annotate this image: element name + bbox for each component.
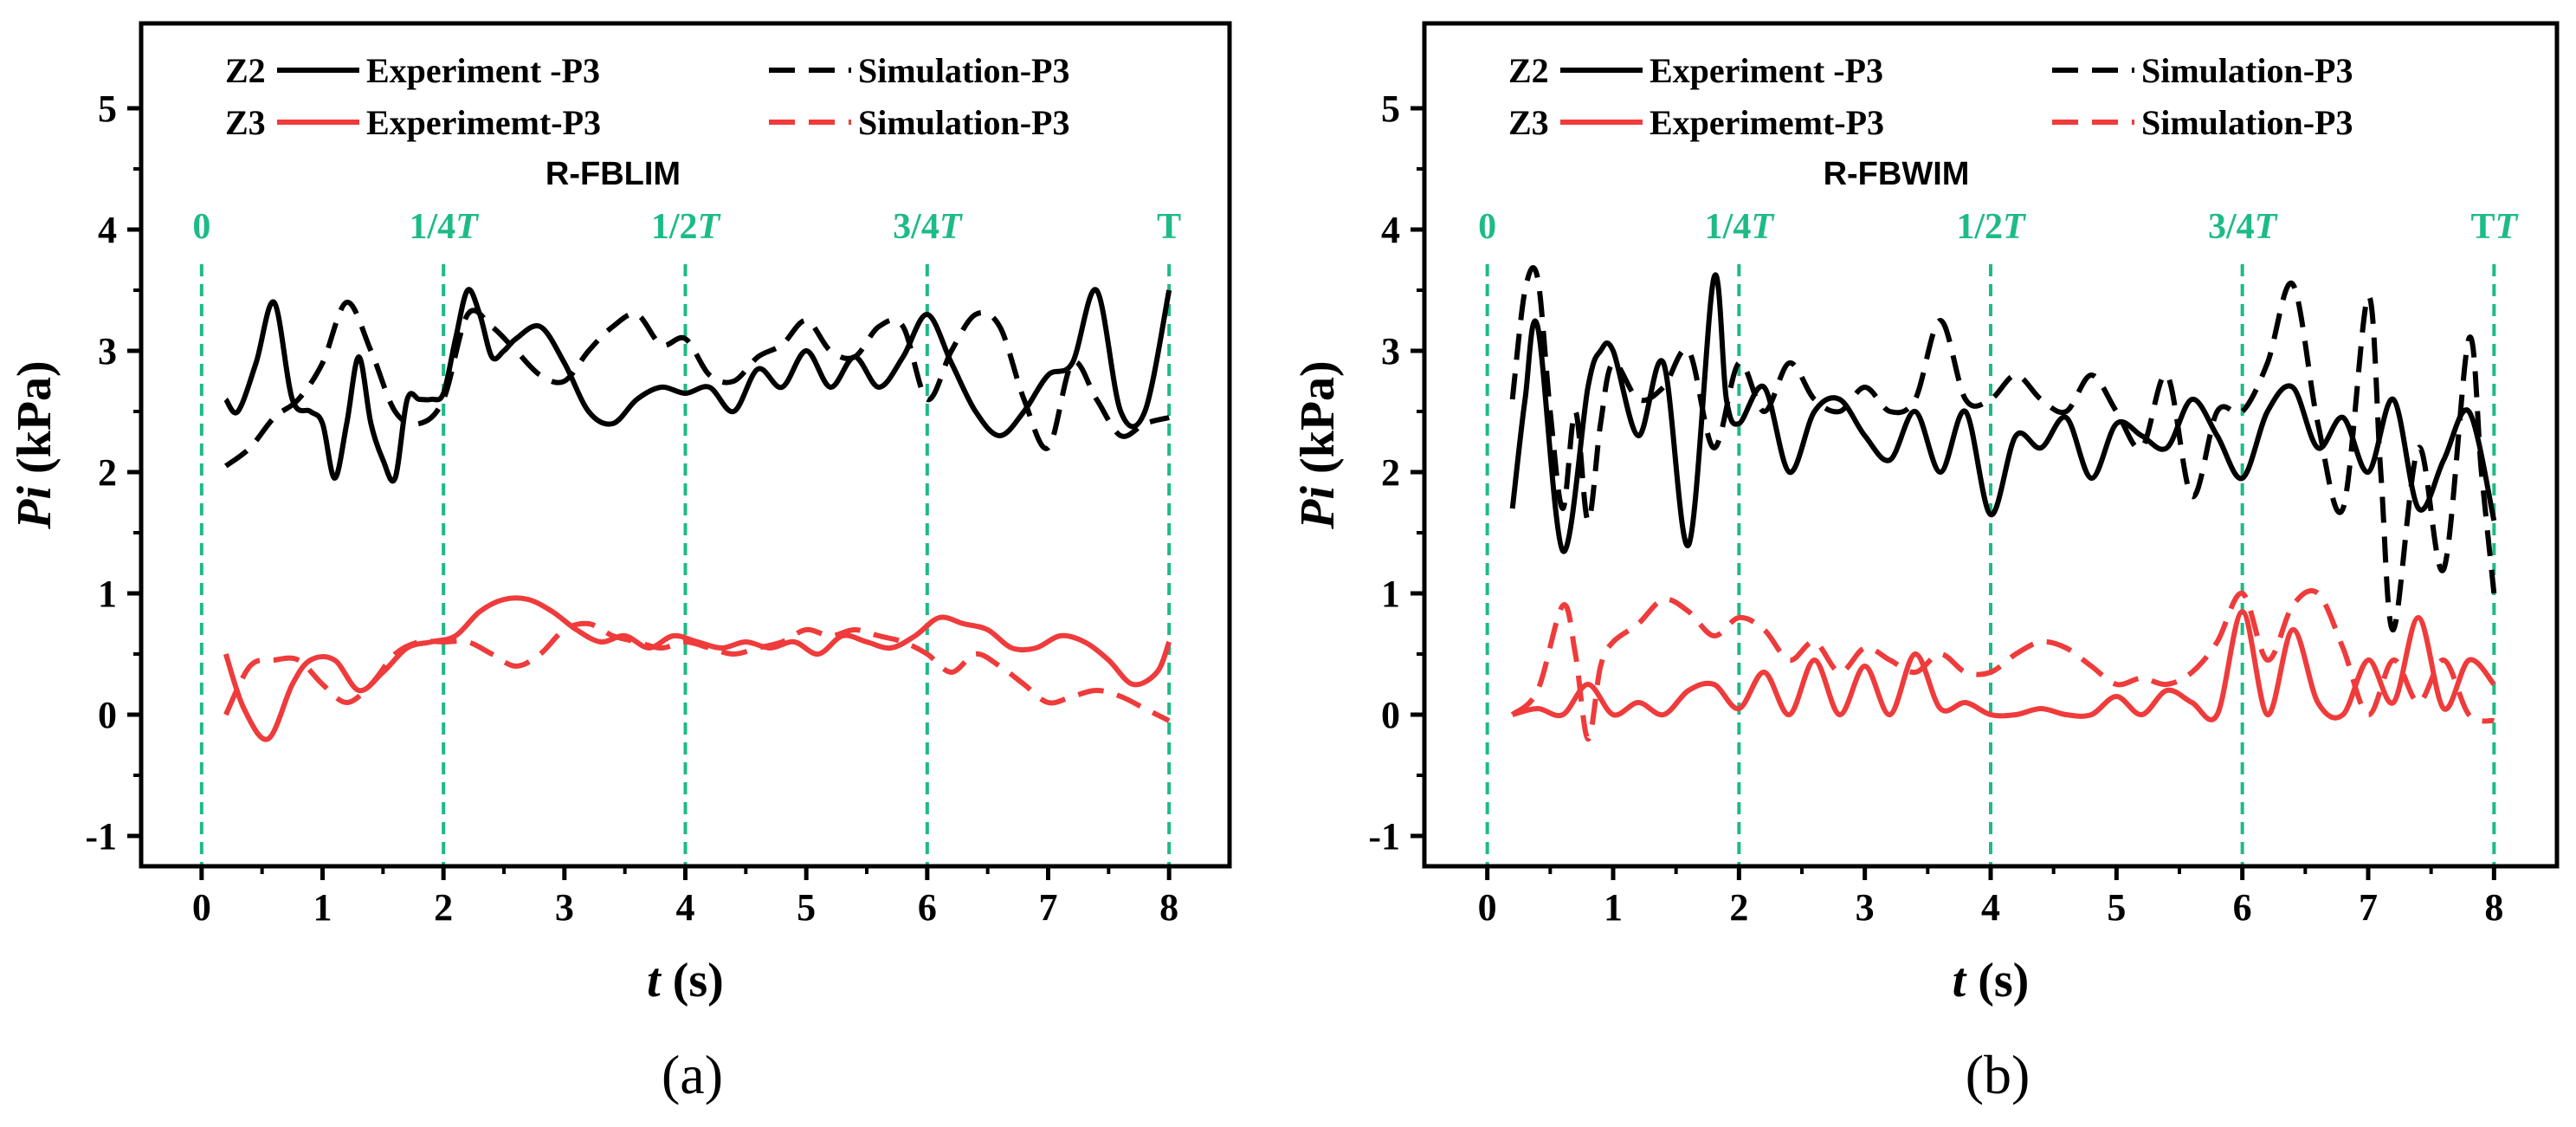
legend-entry-label: Simulation-P3: [2141, 51, 2353, 90]
legend-entry-label: Simulation-P3: [2141, 103, 2353, 142]
x-tick-label: 0: [1478, 886, 1497, 929]
x-tick-label: 2: [434, 886, 453, 929]
legend-entry-label: Simulation-P3: [858, 103, 1069, 142]
time-marker-label: 1/4T: [410, 207, 481, 247]
chart-panel-b: 0 1/4T 1/2T 3/4T TT -1 0 1 2 3 4 5 0 1 2 3 4 5 6 7 8 t (s) Pi …: [1291, 21, 2560, 1105]
time-marker-label: 0: [1478, 207, 1496, 247]
x-tick-label: 7: [2359, 886, 2378, 929]
series-line-3: [1510, 587, 2495, 742]
time-marker-label: 1/2T: [1956, 207, 2027, 247]
time-marker-label: 1/2T: [651, 207, 722, 247]
legend-group-label: Z3: [1508, 103, 1549, 142]
legend-group-label: Z2: [1508, 51, 1549, 90]
y-tick-label: 2: [1381, 451, 1400, 494]
y-axis-label: Pi (kPa): [1291, 360, 1345, 529]
time-marker-label: 3/4T: [2208, 207, 2279, 247]
y-tick-label: 2: [98, 451, 117, 494]
y-tick-label: 4: [98, 209, 117, 251]
y-tick-label: 1: [1381, 573, 1400, 615]
chart-subtitle: R-FBLIM: [546, 156, 681, 192]
panel-label: (a): [662, 1044, 723, 1105]
y-tick-label: 3: [1381, 330, 1400, 372]
legend-group-label: Z3: [225, 103, 266, 142]
series-line-2: [223, 595, 1172, 742]
legend-group-label: Z2: [225, 51, 266, 90]
time-marker-label: T: [1157, 207, 1181, 247]
x-tick-label: 1: [1604, 886, 1623, 929]
x-tick-label: 8: [2484, 886, 2503, 929]
legend-entry-label: Experiment -P3: [1650, 51, 1883, 90]
y-tick-label: 5: [1381, 87, 1400, 130]
legend-entry-label: Simulation-P3: [858, 51, 1069, 90]
series-line-0: [223, 287, 1172, 484]
x-tick-label: 2: [1729, 886, 1748, 929]
panel-label: (b): [1966, 1044, 2030, 1105]
time-marker-label: 0: [192, 207, 210, 247]
x-tick-label: 3: [1856, 886, 1875, 929]
x-axis-label: t (s): [1953, 954, 2030, 1007]
x-tick-label: 4: [1981, 886, 2000, 929]
x-tick-label: 6: [918, 886, 937, 929]
legend-entry-label: Experimemt-P3: [1650, 103, 1884, 142]
y-tick-label: -1: [1368, 815, 1400, 858]
series-line-0: [1509, 272, 2497, 554]
y-tick-label: 4: [1381, 209, 1400, 251]
y-tick-label: 0: [98, 694, 117, 736]
x-axis-label: t (s): [647, 954, 724, 1007]
series-line-1: [223, 300, 1170, 469]
x-tick-label: 3: [555, 886, 574, 929]
series-line-2: [1511, 609, 2496, 722]
x-tick-label: 8: [1159, 886, 1178, 929]
y-tick-label: 0: [1381, 694, 1400, 736]
x-tick-label: 7: [1039, 886, 1058, 929]
time-marker-label: TT: [2470, 207, 2519, 247]
x-tick-label: 5: [797, 886, 816, 929]
series-line-3: [223, 620, 1171, 723]
time-marker-label: 3/4T: [893, 207, 964, 247]
time-marker-label: 1/4T: [1705, 207, 1776, 247]
y-tick-label: -1: [85, 815, 117, 858]
y-tick-label: 5: [98, 87, 117, 130]
x-tick-label: 4: [676, 886, 695, 929]
chart-panel-a: 0 1/4T 1/2T 3/4T T -1 0 1 2 3 4 5 0 1 2 3 4 5 6 7 8 t (s) Pi (…: [8, 21, 1232, 1105]
x-tick-label: 5: [2107, 886, 2126, 929]
legend-entry-label: Experimemt-P3: [366, 103, 601, 142]
x-tick-label: 6: [2233, 886, 2252, 929]
legend-entry-label: Experiment -P3: [366, 51, 600, 90]
x-tick-label: 1: [313, 886, 332, 929]
chart-subtitle: R-FBWIM: [1824, 156, 1970, 192]
y-tick-label: 3: [98, 330, 117, 372]
x-tick-label: 0: [192, 886, 211, 929]
y-axis-label: Pi (kPa): [8, 360, 61, 529]
series-line-1: [1509, 265, 2497, 633]
y-tick-label: 1: [98, 573, 117, 615]
